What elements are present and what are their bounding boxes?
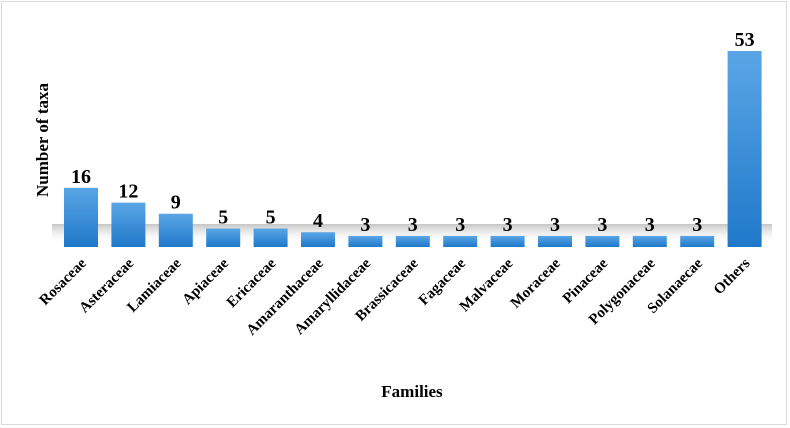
bar-fagaceae — [443, 235, 478, 247]
bar-apiaceae — [206, 228, 241, 247]
bar-rosaceae — [64, 187, 98, 247]
bar-moraceae — [538, 235, 572, 247]
value-label-rosaceae: 16 — [71, 166, 91, 188]
bar-pinaceae — [585, 235, 620, 247]
value-label-brassicaceae: 3 — [408, 214, 418, 236]
bar-solanaecae — [680, 235, 715, 247]
value-label-asteraceae: 12 — [118, 181, 138, 203]
value-label-amaryllidaceae: 3 — [360, 214, 370, 236]
y-axis-title: Number of taxa — [33, 83, 52, 197]
x-axis-title: Families — [381, 382, 443, 401]
bar-malvaceae — [490, 235, 525, 247]
bar-ericaceae — [253, 228, 288, 247]
value-label-lamiaceae: 9 — [171, 192, 181, 214]
bar-lamiaceae — [158, 213, 193, 247]
value-label-moraceae: 3 — [550, 214, 560, 236]
value-label-others: 53 — [735, 29, 755, 51]
bar-brassicaceae — [395, 235, 430, 247]
bar-asteraceae — [111, 202, 146, 247]
value-label-polygonaceae: 3 — [645, 214, 655, 236]
value-label-fagaceae: 3 — [455, 214, 465, 236]
value-label-amaranthaceae: 4 — [313, 210, 323, 232]
bar-polygonaceae — [632, 235, 667, 247]
value-label-apiaceae: 5 — [218, 207, 228, 229]
value-label-solanaecae: 3 — [692, 214, 702, 236]
bar-amaryllidaceae — [348, 235, 383, 247]
bar-amaranthaceae — [301, 232, 335, 247]
value-label-ericaceae: 5 — [266, 207, 276, 229]
value-label-malvaceae: 3 — [503, 214, 513, 236]
bar-others — [727, 51, 762, 247]
tick-label-moraceae: Moraceae — [508, 255, 564, 311]
value-label-pinaceae: 3 — [597, 214, 607, 236]
tick-label-others: Others — [711, 255, 754, 298]
